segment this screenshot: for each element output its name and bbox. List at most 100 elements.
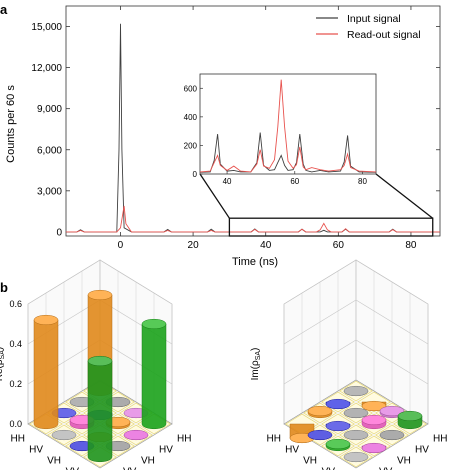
zoom-connector (375, 173, 434, 219)
bar3d-imaginary-part: Im(ρSA) HH HV VH VV HH HV VH VV (250, 259, 447, 470)
legend: Input signal Read-out signal (316, 13, 421, 41)
panel-a-chart: 0 3,000 6,000 9,000 12,000 15,000 0 20 40 60 80 (31, 5, 441, 251)
cylinder-top (87, 289, 113, 301)
bar3d-real-part: 0.0 0.2 0.4 0.6 Re(ρSA) HH HV VH VV HH HV VH VV (0, 259, 191, 470)
y-tick-label: 15,000 (31, 22, 62, 33)
cylinder-bar (361, 442, 387, 454)
cylinder-bar (325, 398, 351, 410)
cylinder-top (141, 318, 167, 330)
cylinder-bar (325, 420, 351, 432)
cylinder-top (325, 420, 351, 432)
zoom-connector (199, 173, 230, 219)
z-axis-label: Im(ρSA) (250, 348, 262, 381)
cylinder-bar (141, 318, 167, 430)
cylinder-top (343, 429, 369, 441)
cylinder-bar (307, 429, 333, 441)
series-line-read-out-signal (66, 205, 440, 233)
cylinder-top (379, 429, 405, 441)
y-tick-label: 9,000 (37, 104, 62, 115)
col-axis-label: HH (177, 434, 191, 445)
cylinder-top (307, 429, 333, 441)
col-axis-label: VH (141, 456, 155, 467)
row-axis-label: HV (29, 445, 43, 456)
cylinder-bar (343, 451, 369, 463)
cylinder-top (33, 314, 59, 326)
col-axis-label: VH (397, 456, 411, 467)
row-axis-label: VV (322, 467, 336, 470)
cylinder-bar (361, 414, 387, 430)
row-axis-label: HH (267, 434, 281, 445)
panel-a-label: a (0, 2, 8, 17)
inset-y-tick-label: 600 (184, 84, 198, 93)
y-tick-label: 6,000 (37, 145, 62, 156)
z-tick-label: 0.6 (9, 299, 22, 309)
cylinder-top (325, 438, 351, 450)
cylinder-top (325, 398, 351, 410)
z-axis-label-subscript: SA (0, 350, 6, 360)
x-tick-label: 40 (260, 240, 272, 251)
col-axis-label: HH (433, 434, 447, 445)
cylinder-bar (343, 407, 369, 419)
cylinder-top (379, 405, 405, 417)
cylinder-bar (361, 400, 387, 412)
row-axis-label: HH (11, 434, 25, 445)
cylinder-top (397, 410, 423, 422)
cylinder-bar (33, 314, 59, 430)
cylinder-top (361, 414, 387, 426)
z-axis-label-tail: ) (250, 348, 261, 351)
y-tick-label: 3,000 (37, 186, 62, 197)
cylinder-top (361, 442, 387, 454)
cylinder-bar (397, 410, 423, 430)
col-axis-label: VV (379, 467, 393, 470)
panel-a-ylabel: Counts per 60 s (5, 85, 17, 163)
cylinder-side (33, 319, 59, 430)
cylinder-top (123, 429, 149, 441)
cylinder-bar (343, 385, 369, 397)
inset-y-tick-label: 200 (184, 141, 198, 150)
z-axis-label: Re(ρSA) (0, 347, 6, 382)
cylinder-bar (379, 429, 405, 441)
cylinder-top (343, 385, 369, 397)
cylinder-top (87, 355, 113, 367)
x-tick-label: 20 (188, 240, 200, 251)
x-tick-label: 60 (333, 240, 345, 251)
cylinder-bar (123, 429, 149, 441)
cylinder-bar (325, 438, 351, 452)
inset-y-tick-label: 400 (184, 113, 198, 122)
z-tick-label: 0.4 (9, 339, 22, 349)
cylinder-top (51, 429, 77, 441)
floor (283, 379, 429, 469)
cylinder-bar (343, 429, 369, 441)
inset-x-tick-label: 60 (290, 177, 299, 186)
inset-series-line-input-signal (200, 132, 376, 173)
cylinder-top (343, 451, 369, 463)
x-tick-label: 0 (118, 240, 124, 251)
z-tick-label: 0.0 (9, 419, 22, 429)
series-group (66, 23, 440, 233)
inset-y-tick-label: 0 (193, 170, 198, 179)
z-axis-label-subscript: SA (255, 351, 262, 361)
row-axis-label: VV (66, 467, 80, 470)
row-axis-label: VH (303, 456, 317, 467)
cylinder-top (307, 405, 333, 417)
z-axis-label-tail: ) (0, 347, 5, 350)
cylinder-bar (51, 429, 77, 441)
zoom-window (228, 217, 434, 237)
row-axis-label: VH (47, 456, 61, 467)
legend-label-input: Input signal (347, 13, 401, 25)
cylinder-bar (87, 355, 113, 463)
z-tick-label: 0.2 (9, 379, 22, 389)
cylinder-side (141, 323, 167, 430)
panel-b-label: b (0, 280, 8, 295)
y-tick-label: 12,000 (31, 63, 62, 74)
col-axis-label: HV (159, 445, 173, 456)
inset-series-group (200, 79, 376, 173)
row-axis-label: HV (285, 445, 299, 456)
panel-a-xlabel: Time (ns) (232, 256, 278, 268)
x-tick-label: 80 (405, 240, 417, 251)
col-axis-label: VV (123, 467, 137, 470)
cylinder-bar (307, 405, 333, 419)
inset-x-tick-label: 80 (358, 177, 367, 186)
cylinder-top (361, 400, 387, 412)
